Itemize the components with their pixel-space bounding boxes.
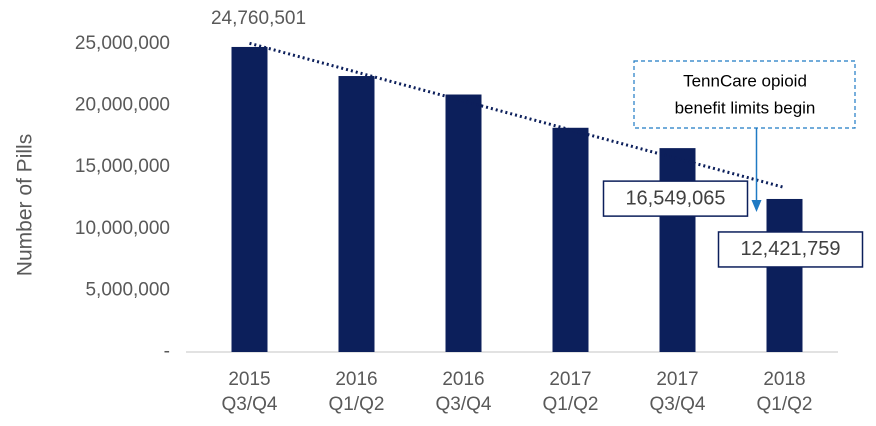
x-tick-line: Q3/Q4 (222, 394, 278, 415)
bar (766, 198, 803, 352)
y-tick-label: 5,000,000 (85, 279, 170, 300)
y-tick-label: - (164, 341, 170, 362)
annotation-arrowhead (751, 200, 762, 212)
x-tick-label: 2017 Q3/Q4 (650, 369, 706, 415)
x-tick-line: Q3/Q4 (650, 394, 706, 415)
y-tick-label: 25,000,000 (75, 33, 170, 54)
x-tick-line: Q1/Q2 (543, 394, 599, 415)
x-tick-line: Q3/Q4 (436, 394, 492, 415)
y-axis-label: Number of Pills (14, 134, 37, 276)
x-tick-label: 2016 Q1/Q2 (329, 369, 385, 415)
bar (445, 94, 482, 353)
value-label: 24,760,501 (211, 8, 306, 29)
x-tick-label: 2015 Q3/Q4 (222, 369, 278, 415)
bar (659, 148, 696, 352)
x-tick-label: 2016 Q3/Q4 (436, 369, 492, 415)
value-label-box (717, 231, 864, 268)
x-tick-line: 2018 (763, 369, 805, 390)
x-tick-label: 2018 Q1/Q2 (757, 369, 813, 415)
annotation-text: benefit limits begin (675, 98, 816, 117)
bar (338, 76, 375, 353)
x-tick-line: 2017 (549, 369, 591, 390)
x-tick-line: Q1/Q2 (329, 394, 385, 415)
bar (552, 127, 589, 352)
x-tick-line: Q1/Q2 (757, 394, 813, 415)
x-tick-line: 2017 (656, 369, 698, 390)
trendline (249, 41, 785, 189)
x-tick-line: 2015 (228, 369, 270, 390)
x-tick-label: 2017 Q1/Q2 (543, 369, 599, 415)
value-label-box (602, 180, 749, 217)
x-tick-line: 2016 (335, 369, 377, 390)
y-tick-label: 15,000,000 (75, 156, 170, 177)
value-label: 12,421,759 (740, 238, 840, 260)
y-tick-label: 20,000,000 (75, 95, 170, 116)
y-tick-label: 10,000,000 (75, 218, 170, 239)
annotation-box (633, 60, 856, 129)
x-tick-line: 2016 (442, 369, 484, 390)
annotation-text: TennCare opioid (683, 71, 807, 90)
value-label: 16,549,065 (625, 187, 725, 209)
bar (231, 46, 268, 353)
